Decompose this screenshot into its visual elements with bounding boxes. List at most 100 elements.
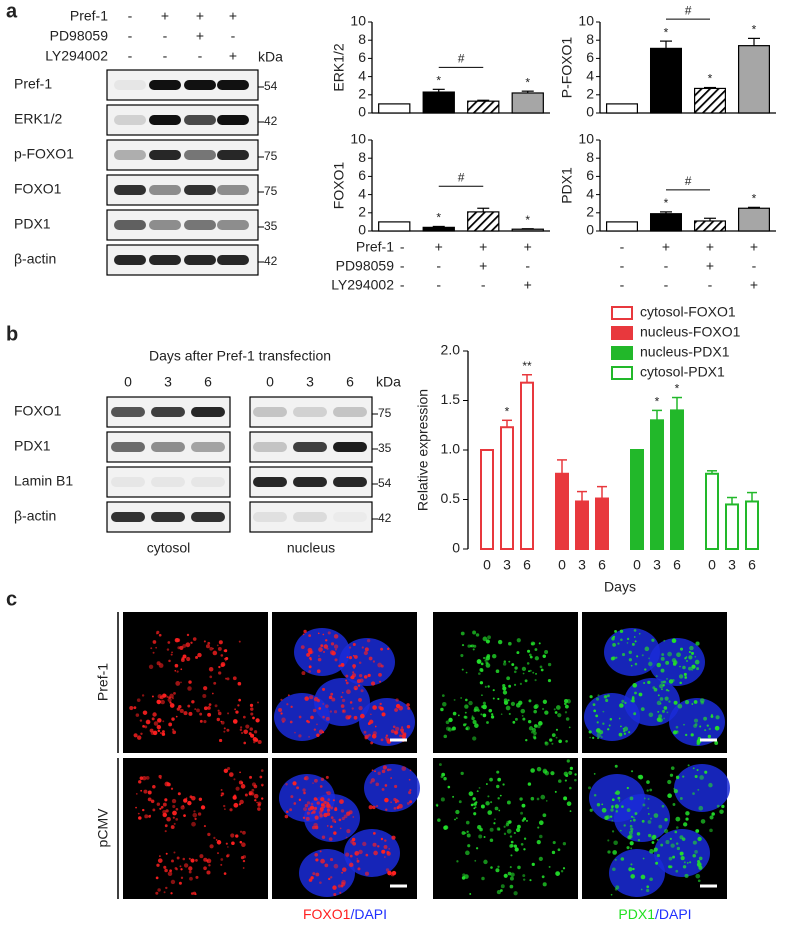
signal-spot [607, 839, 610, 842]
signal-spot [153, 721, 159, 726]
signal-spot [172, 810, 177, 816]
signal-spot [312, 782, 314, 784]
signal-spot [188, 857, 191, 860]
signal-spot [508, 684, 512, 688]
signal-spot [690, 733, 694, 737]
signal-spot [533, 704, 538, 710]
signal-spot [684, 657, 687, 660]
signal-spot [324, 863, 329, 868]
signal-spot [624, 701, 627, 704]
signal-spot [696, 667, 700, 671]
signal-spot [680, 855, 685, 861]
signal-spot [321, 803, 326, 809]
signal-spot [368, 656, 373, 661]
signal-spot [182, 644, 187, 648]
signal-spot [496, 784, 500, 789]
signal-spot [517, 824, 521, 829]
signal-spot [565, 774, 569, 778]
signal-spot [380, 738, 384, 742]
signal-spot [671, 678, 675, 682]
signal-spot [135, 806, 137, 809]
signal-spot [678, 674, 684, 679]
signal-spot [232, 676, 237, 681]
signal-spot [358, 849, 363, 855]
signal-spot [691, 703, 694, 705]
blot-band [151, 442, 185, 452]
signal-spot [231, 841, 235, 846]
signal-spot [679, 681, 682, 685]
signal-spot [242, 830, 246, 835]
signal-spot [180, 668, 183, 671]
signal-spot [689, 645, 694, 651]
signal-spot [626, 642, 629, 644]
signal-spot [689, 861, 692, 864]
signal-spot [225, 677, 228, 680]
signal-spot [379, 680, 381, 683]
signal-spot [542, 699, 548, 704]
signal-spot [558, 779, 562, 783]
signal-spot [318, 647, 323, 652]
signal-spot [696, 741, 700, 746]
signal-spot [536, 797, 540, 801]
signal-spot [333, 892, 337, 897]
bar [630, 449, 644, 550]
signal-spot [610, 656, 615, 661]
signal-spot [190, 641, 193, 644]
signal-spot [171, 798, 177, 804]
signal-spot [372, 842, 377, 847]
signal-spot [670, 766, 675, 770]
signal-spot [326, 803, 331, 808]
signal-spot [482, 636, 488, 642]
signal-spot [474, 706, 479, 712]
blot-band [333, 512, 367, 522]
signal-spot [648, 657, 650, 660]
signal-spot [208, 864, 211, 867]
blot-band [191, 442, 225, 452]
signal-spot [694, 774, 698, 779]
signal-spot [315, 858, 319, 862]
treatment-sign: - [620, 239, 625, 255]
signal-spot [176, 856, 180, 860]
signal-spot [462, 873, 466, 877]
signal-spot [506, 800, 511, 805]
x-tick-label: 6 [598, 557, 606, 573]
signal-spot [303, 807, 307, 812]
bar [378, 221, 411, 232]
signal-spot [217, 711, 222, 716]
bar [595, 497, 609, 551]
signal-spot [213, 836, 216, 840]
signal-spot [544, 710, 549, 715]
signal-spot [310, 802, 314, 806]
signal-spot [523, 837, 527, 840]
signal-spot [352, 816, 355, 818]
signal-spot [589, 808, 593, 812]
signal-spot [294, 731, 296, 734]
kda-label: 75 [264, 149, 278, 163]
signal-spot [536, 766, 542, 772]
signal-spot [325, 639, 328, 642]
signal-spot [175, 681, 181, 686]
signal-spot [388, 847, 391, 850]
signal-spot [314, 778, 318, 783]
blot-band [184, 220, 216, 230]
signal-spot [193, 810, 196, 813]
signal-spot [280, 698, 283, 701]
signal-spot [610, 808, 614, 812]
signal-spot [381, 769, 386, 774]
signal-spot [316, 733, 320, 737]
bar [511, 92, 544, 114]
bar [480, 449, 494, 550]
signal-spot [316, 669, 321, 674]
signal-spot [186, 656, 191, 662]
signal-spot [196, 708, 200, 713]
signal-spot [659, 697, 664, 701]
signal-spot [375, 782, 380, 787]
signal-spot [523, 848, 526, 851]
signal-spot [496, 770, 500, 774]
signal-spot [505, 705, 511, 711]
signal-spot [619, 829, 622, 832]
signal-spot [666, 678, 668, 680]
signal-spot [521, 819, 525, 822]
blot-band [253, 512, 287, 522]
signal-spot [555, 705, 561, 710]
